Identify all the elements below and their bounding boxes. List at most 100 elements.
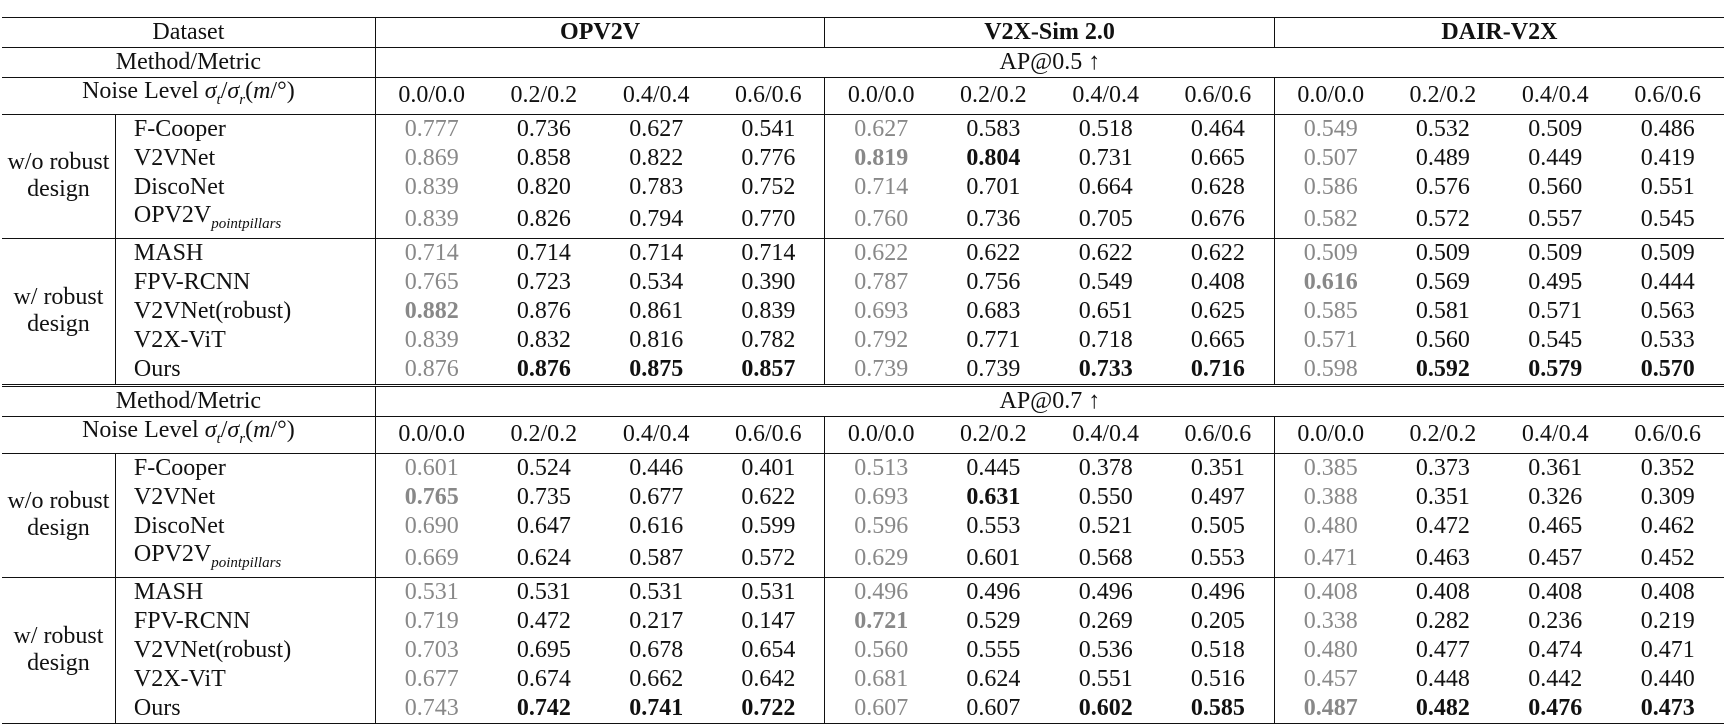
value-cell: 0.408 — [1190, 268, 1245, 295]
value-cell: 0.557 — [1528, 206, 1583, 233]
value-cell: 0.742 — [487, 693, 601, 724]
value-cell: 0.695 — [516, 636, 571, 663]
table-row: V2VNet(robust) 0.703 0.695 0.678 0.654 0.560 0… — [2, 635, 1724, 665]
value-cell: 0.665 — [1190, 326, 1245, 353]
value-cell: 0.408 — [1386, 576, 1500, 607]
table-row: Ours 0.743 0.742 0.741 0.722 0.607 0.607 0.602 0… — [2, 693, 1724, 724]
value-cell: 0.839 — [741, 297, 796, 324]
table-row: Ours 0.876 0.876 0.875 0.857 0.739 0.739 0.733 0… — [2, 354, 1724, 386]
value-cell: 0.760 — [824, 201, 938, 239]
value-cell: 0.826 — [516, 206, 571, 233]
group-label-with: w/ robust design — [2, 237, 116, 386]
value-cell: 0.509 — [1273, 237, 1387, 268]
method-name: V2X-ViT — [114, 325, 376, 355]
table-row: w/o robust design F-Cooper 0.777 0.736 0.627… — [2, 113, 1724, 239]
noise-level-value: 0.6/0.6 — [1611, 77, 1724, 115]
value-cell: 0.857 — [741, 355, 796, 382]
value-cell: 0.462 — [1640, 512, 1695, 539]
value-cell: 0.549 — [1078, 268, 1133, 295]
value-cell: 0.839 — [374, 325, 488, 355]
value-cell: 0.787 — [824, 267, 938, 297]
value-cell: 0.693 — [824, 296, 938, 326]
value-cell: 0.147 — [741, 607, 796, 634]
noise-level-value: 0.2/0.2 — [1386, 77, 1500, 115]
value-cell: 0.719 — [374, 606, 488, 636]
value-cell: 0.714 — [374, 237, 488, 268]
table-row: V2VNet(robust) 0.882 0.876 0.861 0.839 0.693 0… — [2, 296, 1724, 326]
value-cell: 0.361 — [1499, 452, 1612, 483]
value-cell: 0.452 — [1640, 545, 1695, 572]
value-cell: 0.690 — [374, 511, 488, 541]
value-cell: 0.448 — [1415, 665, 1470, 692]
value-cell: 0.607 — [937, 693, 1050, 724]
value-cell: 0.765 — [374, 267, 488, 297]
value-cell: 0.816 — [629, 326, 684, 353]
noise-level-value: 0.6/0.6 — [1611, 415, 1724, 454]
value-cell: 0.219 — [1640, 607, 1695, 634]
table-row: OPV2Vpointpillars 0.839 0.826 0.794 0.770 0.7… — [2, 201, 1724, 239]
method-name: Ours — [114, 354, 376, 386]
value-cell: 0.616 — [629, 512, 684, 539]
value-cell: 0.771 — [966, 326, 1021, 353]
table-row: FPV-RCNN 0.765 0.723 0.534 0.390 0.787 0.756 0.… — [2, 267, 1724, 297]
value-cell: 0.756 — [966, 268, 1021, 295]
value-cell: 0.378 — [1049, 452, 1162, 483]
method-name: F-Cooper — [114, 113, 376, 144]
value-cell: 0.531 — [374, 576, 488, 607]
value-cell: 0.457 — [1528, 545, 1583, 572]
value-cell: 0.642 — [741, 665, 796, 692]
value-cell: 0.509 — [1499, 113, 1612, 144]
value-cell: 0.714 — [824, 172, 938, 202]
value-cell: 0.551 — [1078, 665, 1133, 692]
noise-level-value: 0.2/0.2 — [937, 415, 1050, 454]
table-row: w/ robust design MASH 0.531 0.531 0.531 0.531… — [2, 576, 1724, 724]
value-cell: 0.560 — [1528, 173, 1583, 200]
value-cell: 0.839 — [374, 201, 488, 239]
group-label-without: w/o robust design — [2, 113, 116, 239]
noise-level-value: 0.4/0.4 — [600, 415, 713, 454]
value-cell: 0.625 — [1190, 297, 1245, 324]
value-cell: 0.601 — [966, 545, 1021, 572]
value-cell: 0.721 — [824, 606, 938, 636]
value-cell: 0.735 — [516, 483, 571, 510]
value-cell: 0.718 — [1078, 326, 1133, 353]
value-cell: 0.474 — [1528, 636, 1583, 663]
value-cell: 0.408 — [1499, 576, 1612, 607]
value-cell: 0.401 — [712, 452, 825, 483]
method-metric-label: Method/Metric — [2, 383, 376, 417]
value-cell: 0.551 — [1640, 173, 1695, 200]
value-cell: 0.549 — [1273, 113, 1387, 144]
table-row: V2VNet 0.869 0.858 0.822 0.776 0.819 0.804 0.73… — [2, 143, 1724, 173]
noise-level-value: 0.6/0.6 — [1161, 415, 1275, 454]
value-cell: 0.677 — [374, 664, 488, 694]
noise-level-value: 0.0/0.0 — [824, 77, 938, 115]
value-cell: 0.509 — [1386, 237, 1500, 268]
group-label-with: w/ robust design — [2, 576, 116, 724]
value-cell: 0.442 — [1528, 665, 1583, 692]
value-cell: 0.777 — [374, 113, 488, 144]
method-name: DiscoNet — [114, 172, 376, 202]
value-cell: 0.309 — [1640, 483, 1695, 510]
value-cell: 0.770 — [741, 206, 796, 233]
value-cell: 0.622 — [824, 237, 938, 268]
value-cell: 0.792 — [824, 325, 938, 355]
value-cell: 0.545 — [1640, 206, 1695, 233]
value-cell: 0.598 — [1273, 354, 1387, 386]
value-cell: 0.869 — [374, 143, 488, 173]
value-cell: 0.471 — [1273, 540, 1387, 578]
value-cell: 0.736 — [966, 206, 1021, 233]
method-name: V2VNet — [114, 482, 376, 512]
value-cell: 0.624 — [516, 545, 571, 572]
value-cell: 0.876 — [374, 354, 488, 386]
noise-level-value: 0.6/0.6 — [712, 415, 825, 454]
value-cell: 0.882 — [374, 296, 488, 326]
value-cell: 0.505 — [1190, 512, 1245, 539]
value-cell: 0.876 — [516, 355, 571, 382]
value-cell: 0.568 — [1078, 545, 1133, 572]
value-cell: 0.495 — [1528, 268, 1583, 295]
value-cell: 0.385 — [1273, 452, 1387, 483]
value-cell: 0.457 — [1273, 664, 1387, 694]
value-cell: 0.651 — [1078, 297, 1133, 324]
value-cell: 0.465 — [1528, 512, 1583, 539]
table-row: V2X-ViT 0.839 0.832 0.816 0.782 0.792 0.771 0.7… — [2, 325, 1724, 355]
